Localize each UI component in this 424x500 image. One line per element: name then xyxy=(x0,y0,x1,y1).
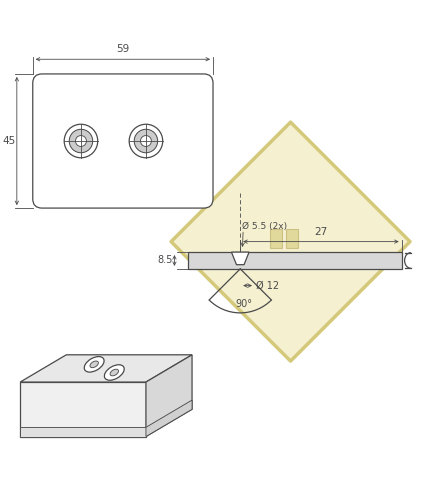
Circle shape xyxy=(140,136,151,146)
Text: 8.5: 8.5 xyxy=(158,256,173,266)
FancyBboxPatch shape xyxy=(33,74,213,208)
Polygon shape xyxy=(20,382,146,436)
Polygon shape xyxy=(20,355,192,382)
Circle shape xyxy=(75,136,86,146)
Ellipse shape xyxy=(110,369,118,376)
Bar xyxy=(285,229,298,248)
Text: Ø 5.5 (2x): Ø 5.5 (2x) xyxy=(243,222,287,230)
Circle shape xyxy=(69,130,93,152)
Circle shape xyxy=(129,124,163,158)
Text: 27: 27 xyxy=(314,226,328,236)
Text: 59: 59 xyxy=(116,44,129,54)
Circle shape xyxy=(64,124,98,158)
Polygon shape xyxy=(20,428,146,436)
Text: 45: 45 xyxy=(3,136,16,146)
Bar xyxy=(270,229,282,248)
Ellipse shape xyxy=(90,361,98,368)
Bar xyxy=(188,252,402,269)
Circle shape xyxy=(134,130,158,152)
Ellipse shape xyxy=(84,356,104,372)
Polygon shape xyxy=(146,400,192,436)
Ellipse shape xyxy=(104,365,124,380)
Text: 90°: 90° xyxy=(235,299,252,309)
Polygon shape xyxy=(232,252,249,264)
Text: Ø 12: Ø 12 xyxy=(256,280,279,290)
Polygon shape xyxy=(146,355,192,436)
Polygon shape xyxy=(171,122,410,361)
